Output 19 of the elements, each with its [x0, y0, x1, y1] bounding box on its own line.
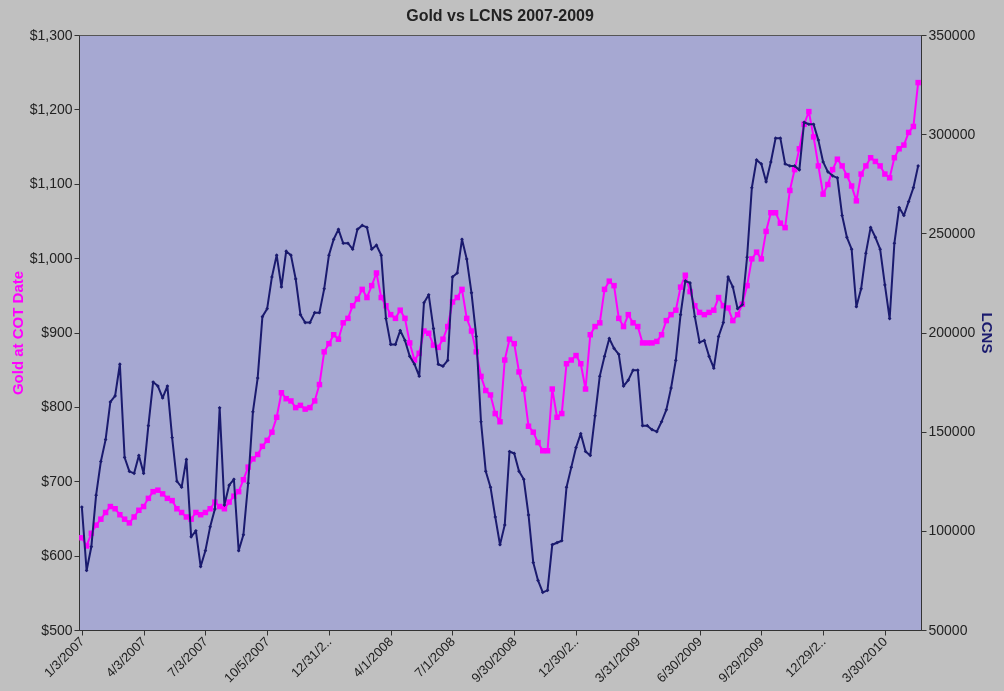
y2-tick-label: 300000	[928, 125, 976, 142]
y-tick-label: $1,300	[29, 26, 73, 43]
y-tick-label: $900	[41, 324, 73, 340]
y2-tick-label: 250000	[928, 224, 976, 241]
y2-axis-title: LCNS	[979, 312, 997, 354]
y2-tick-label: 350000	[928, 26, 976, 43]
y-tick-label: $1,100	[29, 175, 73, 192]
y-tick-label: $700	[41, 472, 73, 489]
y2-tick-label: 50000	[928, 621, 968, 638]
y-tick-label: $1,200	[29, 100, 73, 117]
y-tick-label: $600	[41, 547, 73, 564]
chart-title: Gold vs LCNS 2007-2009	[406, 7, 594, 24]
y-tick-label: $1,000	[29, 249, 73, 266]
y-tick-label: $800	[41, 398, 73, 415]
y2-tick-label: 100000	[928, 522, 976, 539]
y-axis-title: Gold at COT Date	[8, 270, 26, 396]
y2-tick-label: 150000	[928, 423, 976, 440]
y2-tick-label: 200000	[928, 324, 976, 340]
y-tick-label: $500	[41, 621, 73, 638]
